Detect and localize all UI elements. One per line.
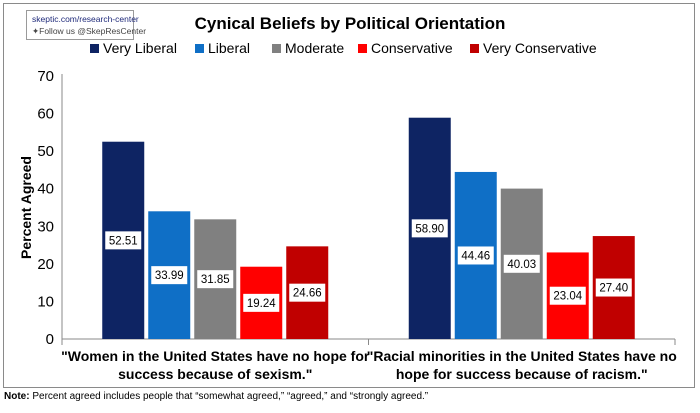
data-label-0-4: 24.66 [293, 288, 322, 300]
chart: Cynical Beliefs by Political Orientation… [18, 14, 677, 382]
data-label-box-0-2 [197, 270, 234, 289]
follow-text: Follow us @SkepResCenter [39, 26, 147, 36]
y-axis-label: Percent Agreed [18, 156, 34, 259]
data-label-box-0-4 [289, 283, 326, 302]
note-text: Percent agreed includes people that “som… [29, 391, 429, 402]
data-label-0-3: 19.24 [247, 298, 276, 310]
y-tick-40: 40 [37, 181, 54, 198]
category-label-0-1: success because of sexism." [118, 366, 312, 382]
data-label-0-2: 31.85 [201, 274, 230, 286]
twitter-bird-icon: ✦ [32, 26, 40, 36]
data-label-box-0-3 [243, 293, 280, 312]
y-tick-60: 60 [37, 106, 54, 123]
data-label-box-1-4 [595, 278, 632, 297]
y-tick-0: 0 [46, 331, 54, 348]
category-label-0-0: "Women in the United States have no hope… [61, 348, 370, 364]
data-label-1-0: 58.90 [415, 223, 444, 235]
data-label-box-1-0 [411, 219, 448, 238]
y-tick-20: 20 [37, 256, 54, 273]
source-box: skeptic.com/research-center ✦Follow us @… [26, 10, 146, 40]
legend-label-3: Conservative [371, 40, 453, 56]
legend-swatch-4 [470, 44, 479, 53]
y-tick-70: 70 [37, 68, 54, 85]
data-label-box-1-3 [549, 286, 586, 305]
note-label: Note: [4, 391, 30, 402]
data-label-1-4: 27.40 [599, 283, 628, 295]
legend-swatch-2 [272, 44, 281, 53]
category-label-1-1: hope for success because of racism." [396, 366, 648, 382]
legend-label-1: Liberal [208, 40, 250, 56]
y-tick-30: 30 [37, 218, 54, 235]
data-label-1-3: 23.04 [553, 291, 582, 303]
data-label-0-0: 52.51 [109, 235, 138, 247]
legend-swatch-1 [195, 44, 204, 53]
data-label-1-1: 44.46 [461, 250, 490, 262]
data-label-0-1: 33.99 [155, 270, 184, 282]
data-label-1-2: 40.03 [507, 259, 536, 271]
chart-title: Cynical Beliefs by Political Orientation [195, 14, 506, 33]
category-label-1-0: "Racial minorities in the United States … [367, 348, 677, 364]
legend-label-0: Very Liberal [103, 40, 177, 56]
follow-line[interactable]: ✦Follow us @SkepResCenter [32, 25, 146, 37]
data-label-box-1-2 [503, 254, 540, 273]
footnote: Note: Percent agreed includes people tha… [4, 391, 428, 402]
legend-swatch-0 [90, 44, 99, 53]
legend-swatch-3 [358, 44, 367, 53]
legend-label-2: Moderate [285, 40, 344, 56]
y-tick-50: 50 [37, 143, 54, 160]
data-label-box-0-1 [151, 266, 188, 285]
y-tick-10: 10 [37, 293, 54, 310]
data-label-box-0-0 [105, 231, 142, 250]
chart-frame [3, 3, 695, 388]
source-url[interactable]: skeptic.com/research-center [32, 14, 139, 24]
legend-label-4: Very Conservative [483, 40, 597, 56]
data-label-box-1-1 [457, 246, 494, 265]
